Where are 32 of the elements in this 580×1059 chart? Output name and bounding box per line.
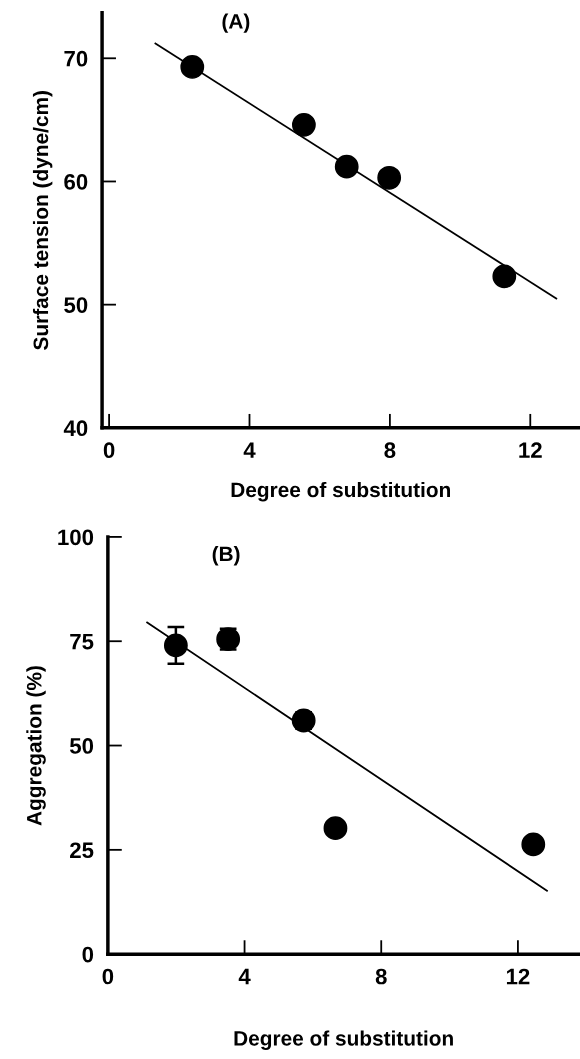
x-tick-label: 4 (238, 968, 251, 985)
point (492, 264, 517, 289)
x-tick-label: 8 (375, 968, 387, 985)
y-axis-title: Surface tension (dyne/cm) (32, 91, 53, 350)
point (521, 832, 546, 857)
x-tick-label: 4 (243, 442, 256, 458)
y-tick-label: 0 (82, 946, 94, 963)
y-tick-label: 25 (70, 842, 94, 859)
point (377, 165, 402, 190)
y-tick-label: 75 (70, 633, 94, 650)
annotation: (A) (222, 13, 250, 33)
point (334, 154, 359, 179)
point (323, 816, 348, 841)
x-tick-label: 0 (102, 968, 114, 985)
x-tick-label: 8 (384, 442, 396, 459)
point (291, 708, 316, 733)
point (180, 55, 205, 79)
x-tick-label: 0 (103, 442, 115, 459)
y-tick-label: 100 (58, 529, 94, 546)
x-tick-label: 12 (519, 442, 542, 458)
y-tick-label: 60 (64, 174, 88, 190)
annotation: (B) (212, 545, 240, 566)
y-axis-title: Aggregation (%) (26, 666, 46, 826)
y-tick-label: 70 (64, 50, 88, 67)
point (163, 633, 188, 658)
x-axis-title: Degree of substitution (234, 1030, 453, 1050)
y-tick-label: 40 (63, 420, 88, 437)
y-tick-label: 50 (64, 297, 88, 313)
y-tick-label: 50 (69, 738, 94, 754)
x-axis-title: Degree of substitution (231, 481, 450, 502)
x-tick-label: 12 (506, 968, 530, 985)
point (292, 112, 316, 137)
